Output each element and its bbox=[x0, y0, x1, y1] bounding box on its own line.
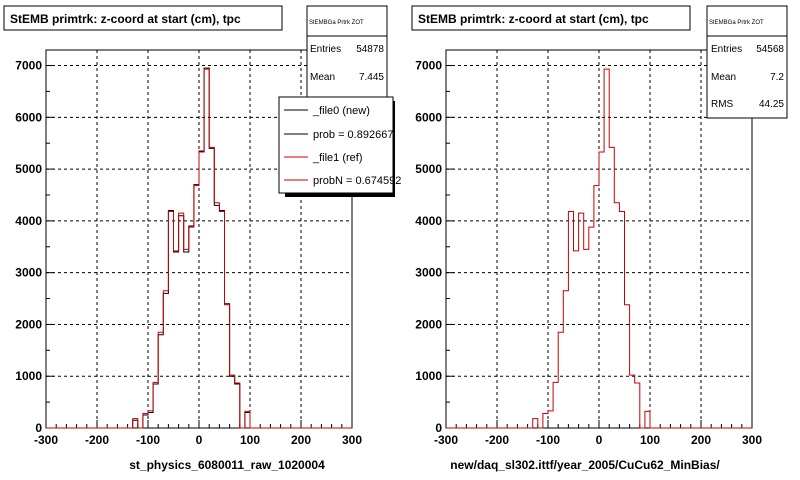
right-title-box bbox=[411, 5, 691, 31]
legend-entry-probn: probN = 0.674592 bbox=[313, 175, 401, 187]
y-tick-label: 6000 bbox=[15, 110, 42, 124]
right-stats-name: StEMBGa Prtrk ZOT bbox=[709, 20, 764, 26]
left-x-axis-label: st_physics_6080011_raw_1020004 bbox=[129, 458, 325, 472]
x-tick-label: 0 bbox=[196, 433, 203, 447]
x-tick-label: 0 bbox=[596, 433, 603, 447]
y-tick-label: 0 bbox=[435, 421, 442, 435]
y-tick-label: 1000 bbox=[15, 369, 42, 383]
y-tick-label: 2000 bbox=[15, 317, 42, 331]
y-tick-label: 5000 bbox=[15, 162, 42, 176]
right-stats-rms-label: RMS bbox=[711, 99, 734, 110]
legend-entry-ref: _file1 (ref) bbox=[312, 152, 363, 164]
left-stats-mean-value: 7.445 bbox=[359, 72, 384, 83]
left-stats-mean-label: Mean bbox=[310, 72, 335, 83]
legend-entry-new: _file0 (new) bbox=[312, 105, 370, 117]
left-title-box bbox=[3, 5, 283, 31]
left-title: StEMB primtrk: z-coord at start (cm), tp… bbox=[10, 12, 241, 26]
x-tick-label: -100 bbox=[136, 433, 160, 447]
y-tick-label: 3000 bbox=[15, 266, 42, 280]
y-tick-label: 4000 bbox=[15, 214, 42, 228]
y-tick-label: 5000 bbox=[415, 162, 442, 176]
y-tick-label: 1000 bbox=[415, 369, 442, 383]
left-plot-area: -300 -200 -100 0 100 200 300010002000300040005… bbox=[15, 49, 362, 447]
right-x-axis-label: new/daq_sl302.ittf/year_2005/CuCu62_MinB… bbox=[450, 458, 720, 472]
x-tick-label: -100 bbox=[536, 433, 560, 447]
y-tick-label: 7000 bbox=[415, 59, 442, 73]
x-tick-label: 200 bbox=[691, 433, 711, 447]
right-stats-mean-label: Mean bbox=[711, 72, 736, 83]
y-tick-label: 6000 bbox=[415, 110, 442, 124]
y-tick-label: 2000 bbox=[415, 317, 442, 331]
left-stats-entries-label: Entries bbox=[310, 44, 341, 55]
right-plot-area: -300 -200 -100 0 100 200 300010002000300040005… bbox=[415, 49, 762, 447]
right-stats-box bbox=[706, 5, 788, 119]
right-stats-entries-label: Entries bbox=[711, 44, 742, 55]
x-tick-label: 300 bbox=[342, 433, 362, 447]
y-tick-label: 4000 bbox=[415, 214, 442, 228]
x-tick-label: -300 bbox=[34, 433, 58, 447]
histogram-series-ref bbox=[46, 68, 352, 429]
right-title: StEMB primtrk: z-coord at start (cm), tp… bbox=[418, 12, 649, 26]
right-stats-rms-value: 44.25 bbox=[759, 99, 784, 110]
y-tick-label: 0 bbox=[35, 421, 42, 435]
x-tick-label: 100 bbox=[240, 433, 260, 447]
histogram-series-ref bbox=[446, 68, 752, 429]
left-stats-entries-value: 54878 bbox=[356, 44, 384, 55]
x-tick-label: -200 bbox=[85, 433, 109, 447]
x-tick-label: 200 bbox=[291, 433, 311, 447]
right-stats-entries-value: 54568 bbox=[756, 44, 784, 55]
y-tick-label: 7000 bbox=[15, 59, 42, 73]
left-legend: _file0 (new) prob = 0.892667 _file1 (ref… bbox=[278, 96, 401, 197]
left-panel: StEMB primtrk: z-coord at start (cm), tp… bbox=[3, 5, 401, 472]
left-stats-name: StEMBGa Prtrk ZOT bbox=[309, 20, 364, 26]
y-tick-label: 3000 bbox=[415, 266, 442, 280]
left-legend-box bbox=[278, 96, 394, 194]
legend-entry-prob: prob = 0.892667 bbox=[313, 129, 393, 141]
right-stats-mean-value: 7.2 bbox=[770, 72, 784, 83]
right-panel: StEMB primtrk: z-coord at start (cm), tp… bbox=[411, 5, 788, 472]
x-tick-label: 100 bbox=[640, 433, 660, 447]
x-tick-label: -300 bbox=[434, 433, 458, 447]
x-tick-label: 300 bbox=[742, 433, 762, 447]
x-tick-label: -200 bbox=[485, 433, 509, 447]
